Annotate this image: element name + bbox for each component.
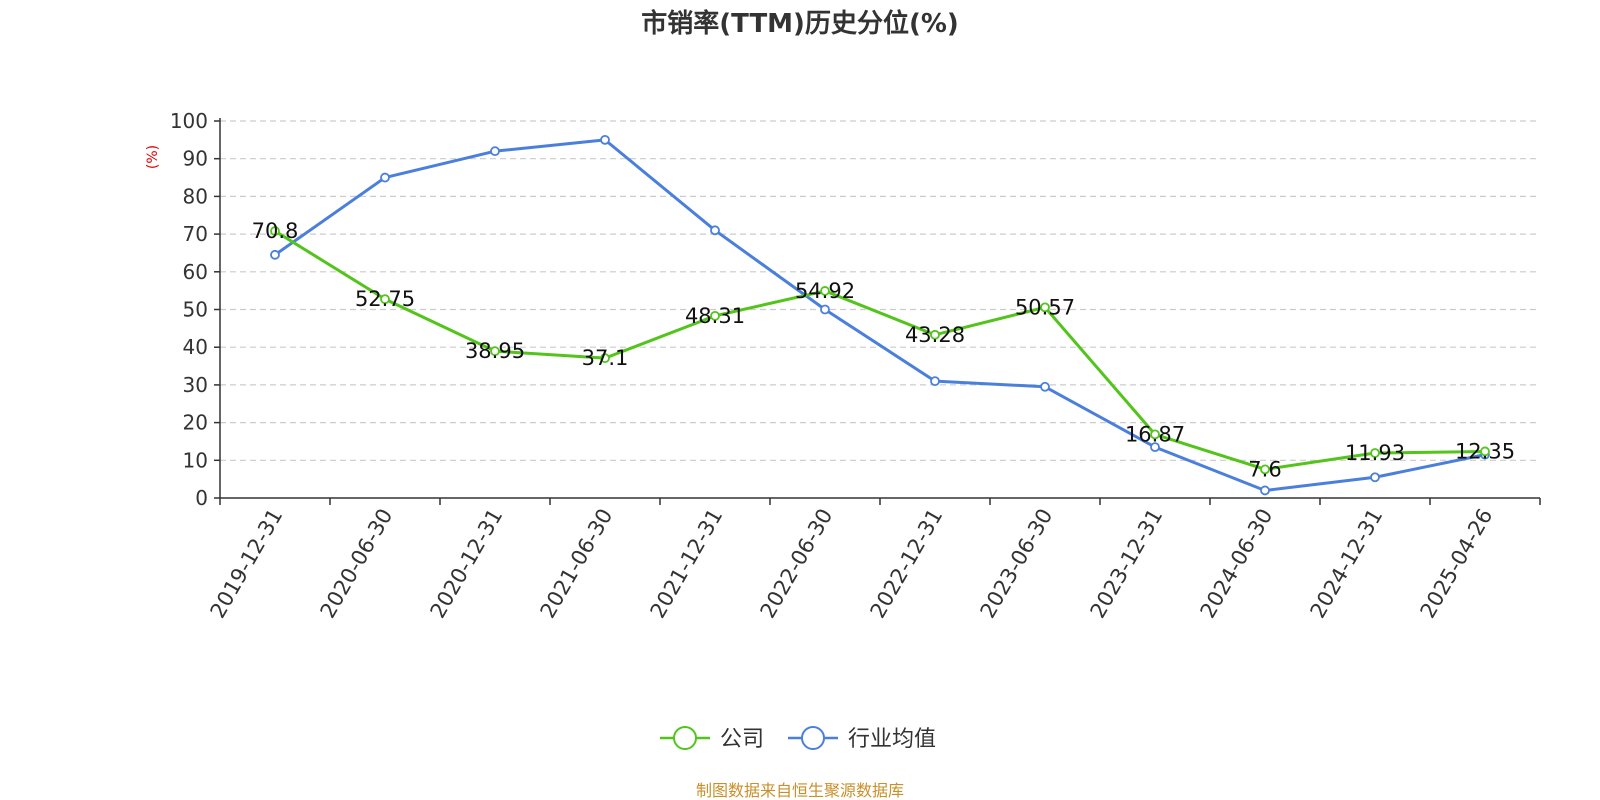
- data-label: 38.95: [465, 339, 525, 363]
- data-label: 70.8: [252, 219, 299, 243]
- x-tick-label: 2022-12-31: [866, 505, 948, 623]
- y-tick-label: 80: [183, 184, 208, 208]
- x-tick-label: 2023-12-31: [1086, 505, 1168, 623]
- data-label: 43.28: [905, 323, 965, 347]
- data-point: [380, 172, 390, 183]
- y-tick-label: 10: [183, 448, 208, 472]
- data-point: [1150, 442, 1160, 453]
- legend-item-company[interactable]: 公司: [660, 726, 764, 752]
- series-line-industry-avg: [274, 138, 1486, 492]
- data-point: [600, 353, 610, 364]
- data-point: [1260, 464, 1270, 475]
- legend-label-company: 公司: [720, 727, 764, 752]
- data-point: [710, 225, 720, 236]
- x-tick-label: 2021-12-31: [646, 505, 728, 623]
- data-label: 11.93: [1345, 441, 1405, 465]
- data-point: [1370, 448, 1380, 458]
- x-tick-label: 2020-06-30: [316, 505, 398, 623]
- x-tick-label: 2022-06-30: [756, 505, 838, 623]
- data-labels: 70.8 52.75 38.95 37.1 48.31 54.92 43.28 50.57 16…: [252, 219, 1515, 481]
- y-tick-label: 70: [183, 222, 208, 246]
- x-tick-label: 2019-12-31: [206, 505, 288, 623]
- y-tick-label: 30: [183, 373, 208, 397]
- legend-label-industry-avg: 行业均值: [848, 727, 936, 752]
- data-label: 50.57: [1015, 295, 1075, 319]
- x-tick-label: 2024-06-30: [1196, 505, 1278, 623]
- data-label: 12.35: [1455, 439, 1515, 463]
- series-lines: [270, 134, 1490, 496]
- x-tick-label: 2024-12-31: [1306, 505, 1388, 623]
- y-tick-label: 50: [183, 298, 208, 322]
- legend: 公司 行业均值: [660, 726, 936, 752]
- data-point: [820, 286, 830, 296]
- data-label: 54.92: [795, 279, 855, 303]
- x-tick-label: 2020-12-31: [426, 505, 508, 623]
- data-point: [490, 346, 500, 357]
- data-point: [1370, 472, 1380, 483]
- data-point: [380, 294, 390, 305]
- data-point: [710, 310, 720, 321]
- series-line-company: [274, 229, 1486, 471]
- data-label: 7.6: [1248, 457, 1281, 481]
- data-point: [1480, 446, 1490, 457]
- y-tick-label: 20: [183, 411, 208, 435]
- x-tick-label: 2025-04-26: [1416, 505, 1498, 623]
- legend-marker-industry-avg: [801, 726, 825, 750]
- y-tick-label: 100: [170, 109, 208, 133]
- data-point: [600, 134, 610, 145]
- data-point: [270, 226, 280, 236]
- y-tick-label: 0: [195, 486, 208, 510]
- legend-item-industry-avg[interactable]: 行业均值: [788, 726, 936, 752]
- data-point: [1260, 485, 1270, 496]
- data-point: [490, 146, 500, 157]
- data-source-note: 制图数据来自恒生聚源数据库: [696, 781, 904, 800]
- data-point: [270, 249, 280, 260]
- x-tick-label: 2023-06-30: [976, 505, 1058, 623]
- data-point: [930, 329, 940, 340]
- y-axis-unit-label: (%): [145, 145, 161, 169]
- data-label: 48.31: [685, 304, 745, 328]
- data-point: [930, 376, 940, 387]
- y-tick-label: 40: [183, 335, 208, 359]
- data-point: [1150, 429, 1160, 440]
- legend-marker-company: [673, 726, 697, 750]
- data-label: 52.75: [355, 287, 415, 311]
- y-tick-label: 90: [183, 147, 208, 171]
- grid-lines: [220, 120, 1540, 461]
- y-tick-label: 60: [183, 260, 208, 284]
- data-label: 37.1: [582, 346, 629, 370]
- x-tick-label: 2021-06-30: [536, 505, 618, 623]
- data-point: [1040, 381, 1050, 392]
- data-point: [1040, 302, 1050, 313]
- data-point: [820, 304, 830, 315]
- data-label: 16.87: [1125, 422, 1185, 446]
- chart-title: 市销率(TTM)历史分位(%): [641, 8, 959, 39]
